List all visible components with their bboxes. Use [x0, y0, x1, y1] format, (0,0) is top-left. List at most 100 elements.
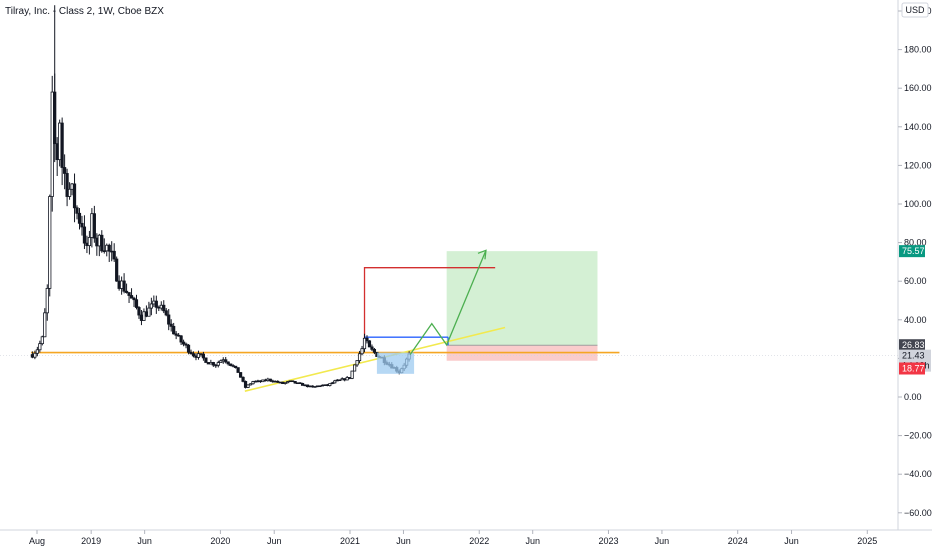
candle: [115, 256, 119, 282]
candle-body: [300, 383, 305, 386]
stop-price-tag[interactable]: 18.77: [899, 362, 925, 375]
candle: [167, 309, 171, 331]
candle: [300, 382, 305, 386]
candle-body: [305, 384, 310, 388]
candle: [67, 182, 72, 200]
candle-body: [40, 336, 44, 345]
x-tick-label: 2025: [857, 536, 877, 546]
candle: [82, 215, 87, 250]
y-tick-label: 120.00: [904, 160, 932, 170]
candle-body: [330, 382, 334, 385]
x-tick-label: 2024: [728, 536, 748, 546]
candle-body: [82, 226, 87, 244]
candle-body: [206, 362, 210, 365]
projection-arrowhead: [477, 249, 487, 260]
current-price-label: 21.43: [902, 351, 925, 361]
candle: [211, 361, 215, 367]
candle-body: [370, 346, 374, 350]
candle: [288, 380, 292, 383]
candle-body: [283, 382, 287, 385]
y-tick-label: 140.00: [904, 122, 932, 132]
candle: [303, 384, 307, 387]
candle: [58, 119, 62, 167]
candle-body: [92, 213, 96, 239]
candle: [219, 359, 223, 363]
chart-title: Tilray, Inc. - Class 2, 1W, Cboe BZX: [5, 6, 164, 17]
candle: [107, 243, 111, 262]
accumulation-box[interactable]: [376, 352, 415, 374]
candle-body: [199, 353, 203, 355]
target-zone[interactable]: [446, 251, 598, 346]
candle: [50, 75, 54, 212]
candle: [191, 351, 196, 358]
candle: [196, 350, 201, 360]
candle-body: [67, 188, 72, 197]
x-tick-label: 2019: [81, 536, 101, 546]
target-price-tag[interactable]: 75.57: [899, 245, 925, 258]
candle-body: [204, 357, 208, 363]
candle-body: [115, 258, 119, 282]
candle-body: [149, 303, 153, 309]
candle-body: [120, 280, 124, 289]
candle: [48, 194, 52, 297]
candle: [367, 340, 372, 348]
candle-body: [105, 244, 109, 252]
candle: [169, 319, 173, 332]
candle-body: [246, 384, 250, 388]
trend-line[interactable]: [244, 326, 506, 392]
candle-body: [372, 348, 377, 353]
candle-body: [286, 381, 290, 384]
candle: [308, 385, 312, 388]
candle-body: [251, 381, 255, 385]
candle-body: [226, 361, 230, 365]
candle: [132, 296, 136, 307]
candle-body: [318, 385, 322, 388]
candle-body: [174, 333, 178, 336]
y-tick-label: −20.00: [904, 431, 932, 441]
candle-body: [58, 122, 62, 161]
currency-label: USD: [905, 5, 925, 15]
candle-body: [43, 312, 47, 338]
candle: [137, 306, 141, 319]
candle: [60, 117, 64, 186]
candle-body: [313, 386, 317, 388]
candle: [291, 380, 295, 383]
candle-body: [281, 381, 285, 385]
currency-badge[interactable]: [901, 2, 929, 18]
candle-body: [263, 379, 267, 382]
candle-body: [169, 323, 173, 327]
candle-body: [33, 352, 37, 358]
candle: [261, 379, 265, 383]
candle: [75, 205, 79, 220]
candle: [179, 335, 183, 346]
resistance-line[interactable]: [363, 267, 496, 346]
candle-body: [184, 343, 188, 346]
time-axis[interactable]: Aug 2019 Jun 2020 Jun 2021 Jun 2022 Jun 2023 Jun 20…: [29, 530, 877, 546]
y-tick-label: 0.00: [904, 392, 922, 402]
candle: [236, 367, 240, 373]
candle-body: [107, 244, 111, 252]
candle-body: [323, 384, 327, 386]
candle-body: [216, 362, 220, 366]
candle-body: [122, 280, 126, 292]
entry-price-tag[interactable]: 26.83: [899, 339, 925, 352]
candle-body: [243, 381, 248, 388]
candle-body: [90, 213, 94, 238]
candle-body: [303, 384, 307, 387]
candle-body: [261, 379, 265, 383]
candle: [278, 381, 282, 384]
candle-body: [238, 372, 243, 378]
projection-path[interactable]: [409, 250, 487, 355]
candle-body: [338, 379, 342, 382]
y-tick-label: 80.00: [904, 238, 927, 248]
candle-body: [315, 385, 320, 388]
candle: [87, 230, 92, 255]
candle: [204, 357, 208, 363]
x-tick-label: 2020: [210, 536, 230, 546]
candle: [124, 283, 129, 294]
candle-body: [154, 300, 158, 308]
candle-body: [348, 377, 352, 379]
candle-body: [335, 379, 339, 382]
x-tick-label: 2023: [598, 536, 618, 546]
